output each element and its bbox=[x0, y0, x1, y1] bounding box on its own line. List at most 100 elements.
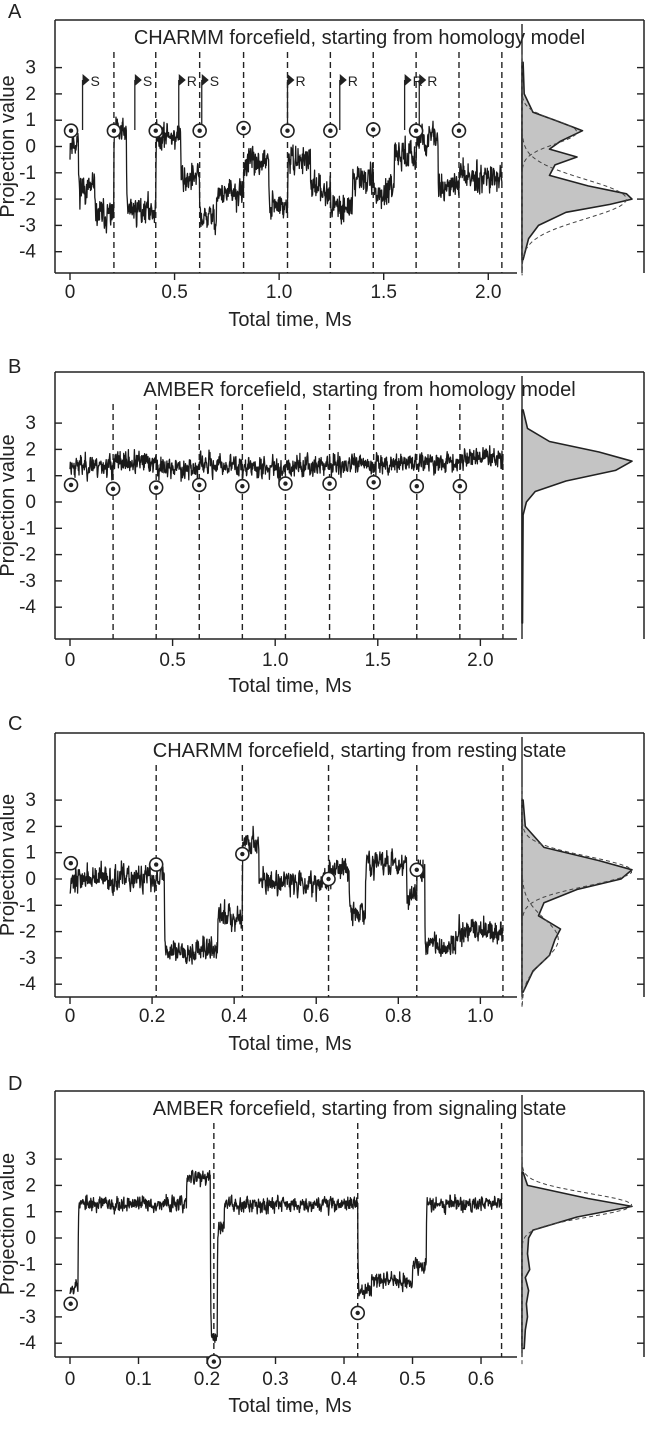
y-tick-label: 1 bbox=[25, 1202, 36, 1223]
x-tick-label: 0.6 bbox=[468, 1369, 494, 1390]
panel-C: C CHARMM forcefield, starting from restin… bbox=[0, 713, 645, 1055]
x-tick-label: 2.0 bbox=[475, 282, 501, 303]
y-tick-label: -3 bbox=[19, 1307, 36, 1328]
panel-A: A CHARMM forcefield, starting from homolo… bbox=[0, 1, 645, 331]
flag-label: S bbox=[91, 73, 100, 89]
start-point-dot bbox=[153, 128, 158, 133]
distribution bbox=[521, 737, 633, 1008]
y-axis-label: Projection value bbox=[0, 794, 19, 936]
start-point-dot bbox=[283, 481, 288, 486]
panel-D: D AMBER forcefield, starting from signali… bbox=[0, 1073, 645, 1417]
y-tick-label: 3 bbox=[25, 790, 36, 811]
y-tick-label: 3 bbox=[25, 413, 36, 434]
y-tick-label: 1 bbox=[25, 466, 36, 487]
x-tick-label: 1.0 bbox=[262, 650, 288, 671]
start-point bbox=[322, 476, 337, 491]
y-axis-label: Projection value bbox=[0, 75, 19, 217]
y-axis-label: Projection value bbox=[0, 434, 19, 576]
y-tick-label: -2 bbox=[19, 922, 36, 943]
x-tick-label: 0.5 bbox=[161, 282, 187, 303]
start-point bbox=[63, 1296, 78, 1312]
y-tick-label: 3 bbox=[25, 1149, 36, 1170]
panel-label: B bbox=[8, 356, 21, 378]
flag-marker: S bbox=[81, 73, 100, 130]
panel-title: CHARMM forcefield, starting from resting… bbox=[153, 740, 566, 762]
x-tick-label: 1.0 bbox=[467, 1006, 493, 1027]
distribution bbox=[521, 24, 633, 276]
y-axis-label: Projection value bbox=[0, 1153, 19, 1295]
start-point bbox=[63, 477, 79, 493]
y-tick-label: -3 bbox=[19, 948, 36, 969]
distribution-histogram bbox=[521, 409, 633, 624]
flag-marker: R bbox=[403, 73, 423, 130]
trajectory-line bbox=[69, 825, 504, 965]
y-tick-label: 0 bbox=[25, 1228, 36, 1249]
y-tick-label: -2 bbox=[19, 1281, 36, 1302]
start-point-dot bbox=[197, 128, 202, 133]
gaussian-fit bbox=[521, 54, 627, 276]
panel-title: AMBER forcefield, starting from homology… bbox=[143, 379, 575, 401]
x-tick-label: 1.5 bbox=[370, 282, 396, 303]
start-point bbox=[280, 123, 295, 139]
flag-head bbox=[419, 74, 427, 86]
x-tick-label: 1.0 bbox=[266, 282, 292, 303]
start-point bbox=[235, 846, 250, 862]
panel-label: D bbox=[8, 1073, 22, 1095]
x-tick-label: 0 bbox=[65, 1369, 76, 1390]
start-point bbox=[106, 123, 122, 139]
flag-label: R bbox=[427, 73, 437, 89]
y-tick-label: -1 bbox=[19, 895, 36, 916]
start-point-dot bbox=[328, 128, 333, 133]
start-point-dot bbox=[68, 128, 74, 133]
start-point bbox=[191, 477, 207, 493]
y-tick-label: -1 bbox=[19, 163, 36, 184]
start-point bbox=[365, 122, 381, 137]
start-point-dot bbox=[456, 128, 462, 133]
gaussian-fit bbox=[521, 1146, 633, 1367]
flag-label: S bbox=[210, 73, 219, 89]
start-point-dot bbox=[110, 486, 116, 492]
x-tick-label: 0.5 bbox=[399, 1369, 425, 1390]
flag-marker: R bbox=[418, 73, 437, 130]
y-tick-label: 2 bbox=[25, 816, 36, 837]
y-tick-label: -2 bbox=[19, 545, 36, 566]
start-point bbox=[192, 123, 207, 139]
start-point-dot bbox=[371, 127, 376, 132]
x-tick-label: 0 bbox=[65, 282, 76, 303]
flag-head bbox=[82, 74, 90, 86]
x-axis-label: Total time, Ms bbox=[228, 1395, 351, 1417]
y-tick-label: 1 bbox=[25, 110, 36, 131]
start-point bbox=[236, 120, 251, 136]
y-tick-label: -3 bbox=[19, 571, 36, 592]
flag-marker: R bbox=[178, 73, 197, 130]
panel-B: B AMBER forcefield, starting from homolog… bbox=[0, 356, 645, 697]
start-point bbox=[451, 123, 467, 139]
y-tick-label: 0 bbox=[25, 492, 36, 513]
start-point-dot bbox=[68, 1301, 73, 1306]
start-point-dot bbox=[68, 482, 74, 488]
x-tick-label: 0.6 bbox=[303, 1006, 329, 1027]
start-point bbox=[409, 862, 425, 878]
start-point-dot bbox=[371, 480, 376, 485]
gaussian-fit bbox=[521, 787, 559, 1008]
x-tick-label: 0.3 bbox=[262, 1369, 288, 1390]
flag-head bbox=[201, 74, 209, 86]
start-point-dot bbox=[68, 861, 74, 866]
start-point-dot bbox=[240, 851, 245, 857]
x-tick-label: 0.1 bbox=[125, 1369, 151, 1390]
y-tick-label: -4 bbox=[19, 974, 36, 995]
trajectory-line bbox=[69, 445, 504, 483]
y-tick-label: -1 bbox=[19, 518, 36, 539]
flag-head bbox=[339, 74, 347, 86]
y-tick-label: -4 bbox=[19, 1333, 36, 1354]
x-tick-label: 0.4 bbox=[331, 1369, 358, 1390]
x-tick-label: 0.2 bbox=[194, 1369, 220, 1390]
y-tick-label: 3 bbox=[25, 58, 36, 79]
distribution-histogram bbox=[521, 1171, 633, 1350]
start-point bbox=[63, 855, 79, 871]
panel-label: A bbox=[8, 1, 22, 23]
y-tick-label: -4 bbox=[19, 597, 36, 618]
x-axis-label: Total time, Ms bbox=[228, 1033, 351, 1055]
start-point-dot bbox=[414, 484, 419, 489]
